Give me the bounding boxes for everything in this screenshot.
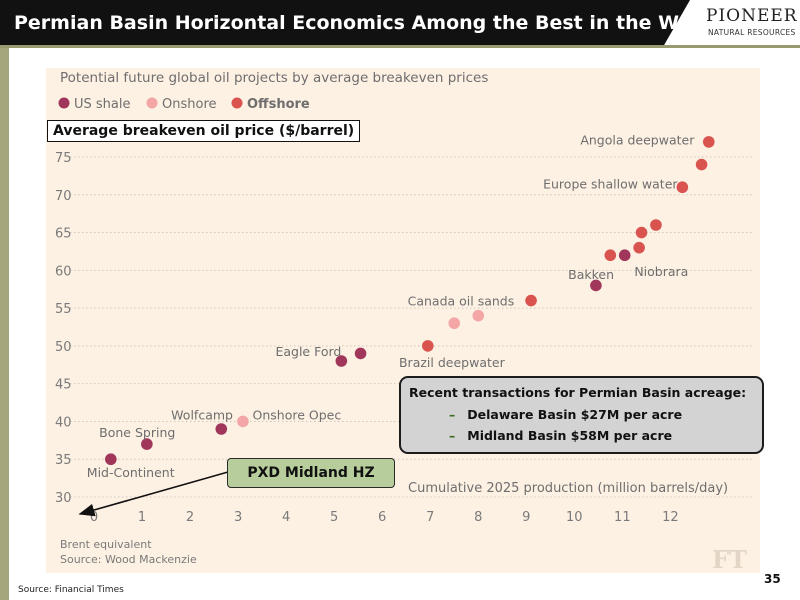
data-point-offshore — [695, 158, 708, 171]
x-tick-label: 3 — [234, 510, 242, 525]
data-point-offshore — [525, 294, 537, 307]
source-note: Source: Financial Times — [18, 585, 124, 595]
dash-icon: – — [449, 407, 456, 422]
x-axis-label: Cumulative 2025 production (million barr… — [408, 481, 728, 496]
data-point-us-shale — [105, 453, 117, 466]
x-tick-label: 11 — [614, 510, 631, 525]
logo-main-text: PIONEER — [706, 6, 798, 26]
x-tick-label: 4 — [282, 510, 290, 525]
dash-icon: – — [449, 428, 456, 443]
pxd-midland-label: PXD Midland HZ — [227, 458, 395, 488]
legend-marker — [231, 97, 243, 109]
y-tick-label: 30 — [55, 491, 72, 506]
data-point-offshore — [635, 226, 648, 239]
x-tick-label: 2 — [186, 510, 194, 525]
footnote-source: Source: Wood Mackenzie — [60, 553, 197, 566]
y-tick-label: 70 — [55, 189, 72, 204]
point-annotation: Brazil deepwater — [399, 355, 506, 370]
data-point-onshore — [237, 415, 249, 428]
label-layer: Mid-Continent Bone Spring Wolfcamp Onshore … — [87, 133, 695, 480]
point-layer — [105, 136, 715, 466]
x-tick-label: 8 — [474, 510, 482, 525]
data-point-onshore — [472, 309, 485, 322]
x-tick-label: 5 — [330, 510, 338, 525]
chart-panel: 30 35 40 45 50 55 60 65 70 75 0 1 2 3 4 5 6 7 8 9 10 11 12 Mid… — [46, 68, 760, 573]
point-annotation: Canada oil sands — [408, 294, 515, 309]
data-point-us-shale — [354, 347, 367, 360]
y-tick-label: 45 — [55, 378, 72, 393]
pioneer-logo: PIONEER NATURAL RESOURCES — [700, 6, 798, 42]
x-tick-label: 12 — [662, 510, 679, 525]
x-tick-label: 9 — [522, 510, 530, 525]
data-point-offshore — [676, 181, 689, 194]
y-tick-label: 65 — [55, 227, 72, 242]
data-point-us-shale — [335, 355, 348, 367]
y-tick-label: 35 — [55, 453, 72, 468]
callout-item-text: Midland Basin $58M per acre — [467, 428, 673, 443]
point-annotation: Wolfcamp — [171, 408, 233, 423]
legend-layer: US shale Onshore Offshore — [58, 97, 310, 112]
data-point-onshore — [448, 317, 461, 330]
legend-marker — [146, 97, 158, 109]
callout-title: Recent transactions for Permian Basin ac… — [409, 385, 747, 400]
data-point-us-shale — [618, 249, 631, 262]
point-annotation: Niobrara — [634, 264, 688, 279]
data-point-offshore — [422, 340, 434, 352]
data-point-offshore — [650, 219, 662, 231]
point-annotation: Bakken — [568, 267, 614, 282]
data-point-offshore — [604, 249, 617, 262]
left-accent-bar — [0, 48, 9, 600]
y-tick-label: 55 — [55, 302, 72, 317]
title-underline — [0, 45, 800, 48]
title-bar: Permian Basin Horizontal Economics Among… — [0, 0, 800, 48]
page-number: 35 — [764, 572, 781, 586]
data-point-offshore — [702, 136, 715, 148]
ft-watermark: FT — [712, 545, 747, 574]
point-annotation: Eagle Ford — [275, 344, 341, 359]
legend-label: Offshore — [247, 97, 310, 112]
slide-title: Permian Basin Horizontal Economics Among… — [14, 12, 721, 34]
point-annotation: Bone Spring — [99, 425, 175, 440]
legend-marker — [58, 97, 70, 109]
x-tick-label: 6 — [378, 510, 386, 525]
legend-label: US shale — [74, 97, 131, 112]
x-tick-label: 0 — [90, 510, 98, 525]
data-point-us-shale — [141, 438, 153, 450]
footnote-brent: Brent equivalent — [60, 538, 152, 551]
data-point-us-shale — [590, 279, 602, 292]
y-axis-label-box: Average breakeven oil price ($/barrel) — [47, 120, 361, 142]
title-bar-background — [0, 0, 690, 48]
legend-label: Onshore — [162, 97, 217, 112]
y-tick-label: 75 — [55, 151, 72, 166]
data-point-us-shale — [215, 423, 228, 435]
y-tick-label: 60 — [55, 264, 72, 279]
callout-item-text: Delaware Basin $27M per acre — [467, 407, 683, 422]
point-annotation: Mid-Continent — [87, 465, 175, 480]
y-tick-label: 50 — [55, 340, 72, 355]
callout-item-delaware: – Delaware Basin $27M per acre — [449, 407, 682, 422]
callout-item-midland: – Midland Basin $58M per acre — [449, 428, 672, 443]
x-tick-label: 10 — [566, 510, 583, 525]
chart-title: Potential future global oil projects by … — [60, 70, 488, 86]
transactions-callout: Recent transactions for Permian Basin ac… — [399, 376, 764, 454]
x-tick-label: 7 — [426, 510, 434, 525]
logo-sub-text: NATURAL RESOURCES — [708, 28, 796, 37]
data-point-offshore — [633, 241, 645, 254]
point-annotation: Angola deepwater — [580, 133, 695, 148]
point-annotation: Onshore Opec — [253, 408, 342, 423]
y-tick-label: 40 — [55, 415, 72, 430]
point-annotation: Europe shallow water — [543, 176, 678, 191]
x-tick-label: 1 — [138, 510, 146, 525]
